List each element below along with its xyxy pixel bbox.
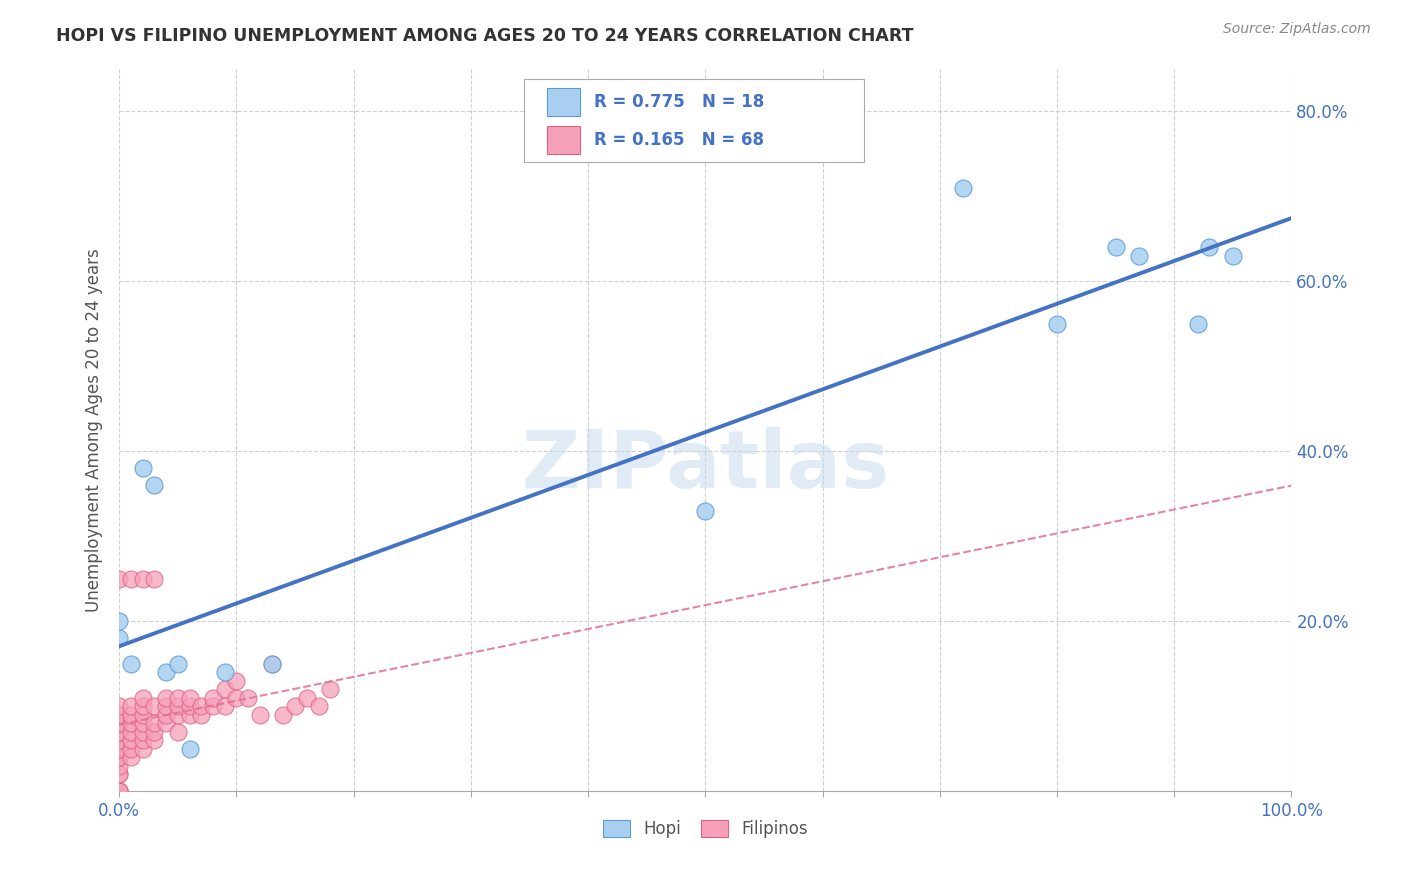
Point [132,724,155,739]
Point [132,690,155,705]
Point [167,699,190,714]
Point [155,665,177,680]
Point [108,707,131,722]
Point [179,699,201,714]
Point [132,707,155,722]
Point [202,690,225,705]
Point [214,665,236,680]
Point [108,767,131,781]
Point [132,461,155,475]
Text: ZIPatlas: ZIPatlas [522,427,890,505]
Point [225,690,247,705]
Text: R = 0.775   N = 18: R = 0.775 N = 18 [593,93,765,111]
Point [143,716,166,731]
Point [155,716,177,731]
Point [108,784,131,798]
FancyBboxPatch shape [547,126,579,153]
Point [260,657,283,671]
Point [143,478,166,492]
Point [273,707,295,722]
Point [108,733,131,747]
Point [179,690,201,705]
Point [108,750,131,764]
Point [190,699,212,714]
Legend: Hopi, Filipinos: Hopi, Filipinos [596,813,814,845]
Point [143,572,166,586]
Point [1104,240,1126,254]
Point [202,699,225,714]
Point [132,716,155,731]
Point [179,741,201,756]
Point [108,750,131,764]
Point [132,741,155,756]
Text: R = 0.165   N = 68: R = 0.165 N = 68 [593,131,763,149]
Point [108,572,131,586]
Point [108,724,131,739]
Point [319,682,342,697]
Point [284,699,307,714]
Point [120,707,142,722]
FancyBboxPatch shape [547,88,579,116]
Point [308,699,330,714]
Point [108,716,131,731]
Point [108,707,131,722]
Point [214,682,236,697]
Point [120,572,142,586]
Point [143,724,166,739]
Point [260,657,283,671]
Point [120,716,142,731]
Point [132,733,155,747]
Point [167,690,190,705]
Point [1222,249,1244,263]
Point [238,690,260,705]
Point [132,572,155,586]
Point [179,707,201,722]
Point [155,699,177,714]
Point [952,180,974,194]
Point [143,699,166,714]
Point [167,724,190,739]
Point [1198,240,1220,254]
Point [143,733,166,747]
Point [190,707,212,722]
Point [167,657,190,671]
Point [249,707,271,722]
FancyBboxPatch shape [523,79,863,162]
Point [108,724,131,739]
Point [1187,317,1209,331]
Point [108,784,131,798]
Point [155,690,177,705]
Point [108,614,131,628]
Point [108,741,131,756]
Point [1128,249,1150,263]
Point [108,716,131,731]
Point [108,631,131,645]
Point [108,699,131,714]
Text: HOPI VS FILIPINO UNEMPLOYMENT AMONG AGES 20 TO 24 YEARS CORRELATION CHART: HOPI VS FILIPINO UNEMPLOYMENT AMONG AGES… [56,27,914,45]
Point [120,657,142,671]
Point [120,724,142,739]
Point [120,699,142,714]
Point [108,716,131,731]
Point [225,673,247,688]
Point [108,784,131,798]
Point [120,741,142,756]
Point [108,767,131,781]
Y-axis label: Unemployment Among Ages 20 to 24 years: Unemployment Among Ages 20 to 24 years [86,248,103,612]
Point [295,690,318,705]
Point [167,707,190,722]
Point [108,741,131,756]
Point [120,733,142,747]
Point [155,707,177,722]
Point [695,504,717,518]
Text: Source: ZipAtlas.com: Source: ZipAtlas.com [1223,22,1371,37]
Point [1046,317,1069,331]
Point [132,699,155,714]
Point [120,750,142,764]
Point [214,699,236,714]
Point [108,758,131,772]
